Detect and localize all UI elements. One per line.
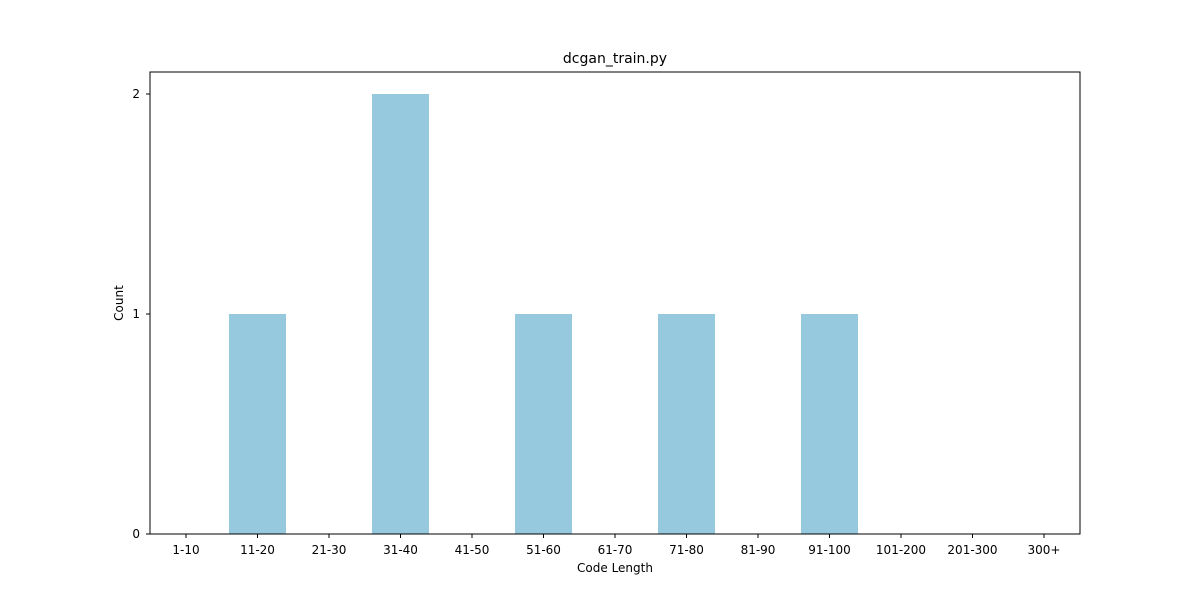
x-tick-label: 11-20 xyxy=(240,543,275,557)
x-tick-label: 31-40 xyxy=(383,543,418,557)
x-tick-label: 81-90 xyxy=(741,543,776,557)
y-tick-label: 2 xyxy=(132,87,140,101)
y-tick-label: 1 xyxy=(132,307,140,321)
x-tick-label: 51-60 xyxy=(526,543,561,557)
x-tick-label: 61-70 xyxy=(598,543,633,557)
bars-group xyxy=(229,94,858,534)
x-axis-label: Code Length xyxy=(577,561,653,575)
chart-title: dcgan_train.py xyxy=(563,51,667,67)
plot-frame xyxy=(149,71,1081,535)
bar-31-40 xyxy=(372,94,429,534)
bar-51-60 xyxy=(515,314,572,534)
y-axis-label: Count xyxy=(112,285,126,321)
x-tick-label: 300+ xyxy=(1028,543,1061,557)
x-tick-label: 1-10 xyxy=(172,543,199,557)
x-tick-label: 201-300 xyxy=(947,543,997,557)
bar-71-80 xyxy=(658,314,715,534)
x-axis-ticks: 1-10 11-20 21-30 31-40 41-50 51-60 61-70 71-80 8… xyxy=(172,534,1060,557)
y-axis-ticks: 0 1 2 xyxy=(132,87,150,541)
x-tick-label: 21-30 xyxy=(312,543,347,557)
x-tick-label: 41-50 xyxy=(455,543,490,557)
bar-11-20 xyxy=(229,314,286,534)
y-tick-label: 0 xyxy=(132,527,140,541)
x-tick-label: 91-100 xyxy=(808,543,851,557)
x-tick-label: 71-80 xyxy=(669,543,704,557)
x-tick-label: 101-200 xyxy=(876,543,926,557)
bar-91-100 xyxy=(801,314,858,534)
